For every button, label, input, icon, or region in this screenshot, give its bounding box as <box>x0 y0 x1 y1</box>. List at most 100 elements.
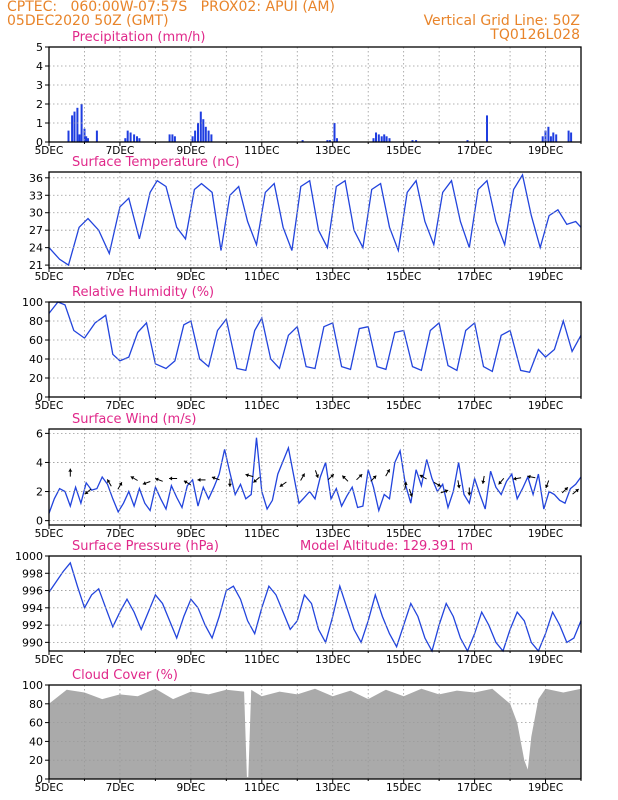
precip-bar <box>372 138 375 142</box>
x-tick-label: 17DEC <box>457 654 492 666</box>
x-tick-label: 11DEC <box>244 271 279 283</box>
y-tick-label: 998 <box>22 567 43 580</box>
x-tick-label: 17DEC <box>457 271 492 283</box>
x-tick-label: 19DEC <box>528 782 563 794</box>
panel-annotation: Model Altitude: 129.391 m <box>300 539 473 554</box>
y-tick-label: 27 <box>29 224 43 237</box>
x-tick-label: 11DEC <box>244 400 279 412</box>
wind-arrow <box>419 474 427 480</box>
x-tick-label: 15DEC <box>386 528 421 540</box>
y-tick-label: 0 <box>36 773 43 786</box>
wind-arrow <box>545 480 550 489</box>
wind-arrow <box>130 476 138 481</box>
wind-arrow <box>433 481 442 487</box>
y-tick-label: 20 <box>29 372 43 385</box>
precip-bar <box>383 134 386 142</box>
x-tick-label: 17DEC <box>457 400 492 412</box>
y-tick-label: 80 <box>29 315 43 328</box>
y-tick-label: 33 <box>29 189 43 202</box>
wind-arrow <box>385 468 391 477</box>
wind-arrow <box>227 478 232 487</box>
y-tick-label: 1000 <box>15 550 43 563</box>
panel-title: Cloud Cover (%) <box>72 668 178 683</box>
x-tick-label: 19DEC <box>528 654 563 666</box>
panel-2: 0 20 40 60 80 100 5DEC 7DEC 9DEC 11DEC 13DEC 15DEC 1… <box>22 285 582 412</box>
x-tick-label: 5DEC <box>35 271 64 283</box>
panel-0: 0 1 2 3 4 5 5DEC 7DEC 9DEC 11DEC 13DEC 15DEC 17DEC 19… <box>35 30 582 157</box>
y-tick-label: 4 <box>36 456 43 469</box>
precip-bar <box>552 132 555 142</box>
precip-bar <box>129 132 132 142</box>
y-tick-label: 24 <box>29 242 43 255</box>
wind-arrow <box>117 482 123 490</box>
wind-arrow <box>440 489 449 494</box>
x-tick-label: 19DEC <box>528 145 563 157</box>
series-line <box>48 173 582 267</box>
y-tick-label: 994 <box>22 602 43 615</box>
x-tick-label: 7DEC <box>106 400 135 412</box>
precip-bar <box>85 136 88 142</box>
wind-arrow <box>314 470 319 478</box>
precip-bar <box>133 134 136 142</box>
x-tick-label: 5DEC <box>35 145 64 157</box>
precip-bar <box>124 138 127 142</box>
precip-bar <box>210 134 213 142</box>
y-tick-label: 2 <box>36 486 43 499</box>
header-line2-left: 05DEC2020 50Z (GMT) <box>7 13 169 29</box>
wind-arrow <box>403 481 408 490</box>
precip-bar <box>95 130 98 142</box>
y-tick-label: 100 <box>22 679 43 692</box>
x-tick-label: 7DEC <box>106 782 135 794</box>
header-line2-right: TQ0126L028 <box>490 27 580 43</box>
x-tick-label: 15DEC <box>386 400 421 412</box>
precip-bar <box>377 134 380 142</box>
wind-arrow <box>356 473 363 481</box>
x-tick-label: 9DEC <box>176 654 205 666</box>
y-tick-label: 40 <box>29 353 43 366</box>
panel-3: 0 2 4 6 5DEC 7DEC 9DEC 11DEC 13DEC 15DEC 17DEC 19DE… <box>35 412 582 540</box>
series-line <box>48 561 582 653</box>
wind-arrow <box>155 477 163 482</box>
y-tick-label: 80 <box>29 698 43 711</box>
precip-bar <box>388 138 391 142</box>
x-tick-label: 9DEC <box>176 782 205 794</box>
y-tick-label: 60 <box>29 717 43 730</box>
x-tick-label: 15DEC <box>386 145 421 157</box>
x-tick-label: 9DEC <box>176 528 205 540</box>
x-tick-label: 19DEC <box>528 400 563 412</box>
wind-arrow <box>327 473 335 481</box>
precip-bar <box>202 119 205 142</box>
x-tick-label: 7DEC <box>106 654 135 666</box>
panel-title: Surface Wind (m/s) <box>72 412 196 427</box>
wind-arrow <box>341 475 349 482</box>
precip-bar <box>380 136 383 142</box>
precip-bar <box>197 123 199 142</box>
wind-arrow <box>253 476 260 483</box>
y-tick-label: 996 <box>22 585 43 598</box>
wind-arrow <box>572 488 580 495</box>
y-tick-label: 60 <box>29 334 43 347</box>
series-line <box>48 301 582 374</box>
precip-bar <box>385 136 388 142</box>
precip-bar <box>375 132 377 142</box>
precip-bar <box>191 136 194 142</box>
precip-bar <box>171 134 174 142</box>
y-tick-label: 0 <box>36 515 43 528</box>
y-tick-label: 5 <box>36 41 43 54</box>
precip-bar <box>326 140 329 142</box>
x-tick-label: 11DEC <box>244 782 279 794</box>
precip-bar <box>73 111 76 142</box>
wind-arrow <box>527 474 536 479</box>
wind-arrow <box>408 489 413 497</box>
precip-bar <box>415 140 418 142</box>
x-tick-label: 19DEC <box>528 271 563 283</box>
precip-bar <box>333 123 336 142</box>
x-tick-label: 15DEC <box>386 654 421 666</box>
precip-bar <box>555 134 558 142</box>
x-tick-label: 5DEC <box>35 782 64 794</box>
y-tick-label: 0 <box>36 136 43 149</box>
plot-frame <box>48 171 582 269</box>
x-tick-label: 9DEC <box>176 145 205 157</box>
precip-bar <box>547 126 550 142</box>
